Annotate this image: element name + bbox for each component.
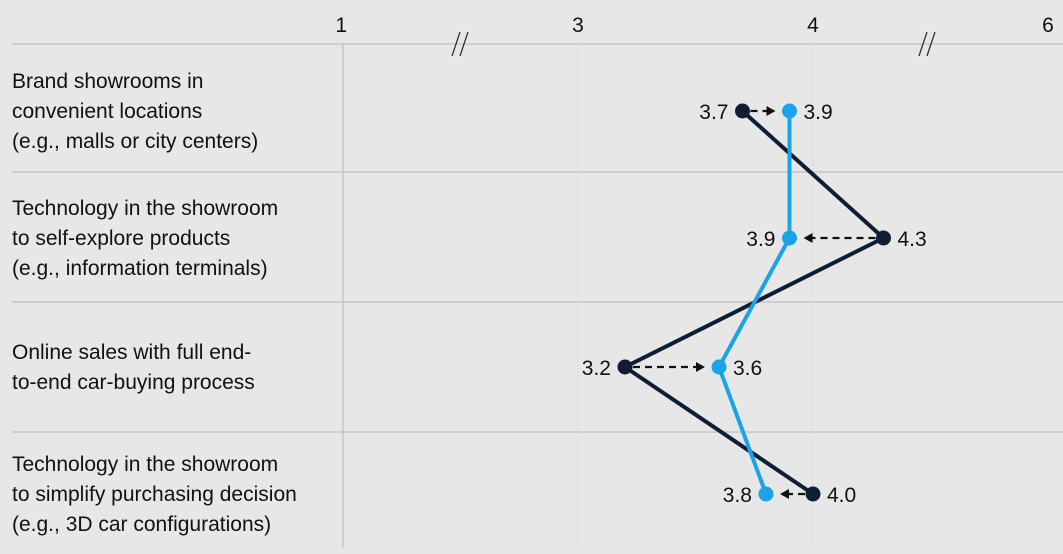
- axis-break-0-a: [451, 31, 461, 57]
- category-label-line: Brand showrooms in: [12, 70, 203, 93]
- category-label-line: (e.g., information terminals): [12, 257, 268, 280]
- category-labels: Brand showrooms in convenient locations (e…: [12, 70, 297, 536]
- data-label: 4.3: [898, 228, 927, 251]
- axis-break-1-a: [918, 31, 928, 57]
- category-label-line: (e.g., 3D car configurations): [12, 513, 271, 536]
- axis-break-1-b: [926, 31, 936, 57]
- data-point: [805, 486, 821, 502]
- category-label-line: Technology in the showroom: [12, 197, 278, 220]
- data-label: 3.8: [723, 484, 752, 507]
- category-label-line: to self-explore products: [12, 227, 230, 250]
- data-point: [617, 359, 633, 375]
- data-point: [782, 103, 797, 119]
- change-arrow-head: [803, 233, 813, 243]
- data-label: 3.9: [746, 228, 775, 251]
- x-tick-labels: 1 3 4 6: [335, 14, 1054, 37]
- category-label-line: Online sales with full end-: [12, 341, 251, 364]
- x-tick-label: 3: [572, 14, 584, 37]
- data-point: [758, 486, 774, 502]
- change-arrows: [633, 106, 876, 499]
- data-label: 3.7: [699, 101, 728, 124]
- category-label-line: convenient locations: [12, 100, 202, 123]
- x-tick-label: 6: [1042, 14, 1054, 37]
- data-label: 3.9: [804, 101, 833, 124]
- category-label-line: Technology in the showroom: [12, 453, 278, 476]
- data-point: [876, 230, 891, 246]
- data-label: 4.0: [827, 484, 856, 507]
- series-line-1: [717, 111, 792, 495]
- data-label: 3.6: [733, 357, 762, 380]
- category-label-line: to-end car-buying process: [12, 371, 255, 394]
- change-arrow-head: [696, 362, 705, 372]
- data-labels: 3.7 3.9 4.3 3.9 3.2 3.6 4.0 3.8: [582, 101, 927, 507]
- data-points: [617, 103, 891, 502]
- series-lines: [623, 109, 886, 496]
- x-tick-label: 4: [807, 14, 819, 37]
- axis-break-0-b: [459, 31, 469, 57]
- data-point: [711, 359, 727, 375]
- data-point: [782, 230, 797, 246]
- data-label: 3.2: [582, 357, 611, 380]
- change-arrow-head: [766, 106, 776, 116]
- grid-layer: [12, 43, 1063, 548]
- data-point: [735, 103, 750, 119]
- x-tick-label: 1: [335, 14, 347, 37]
- axis-break-layer: [451, 31, 936, 57]
- category-label-line: to simplify purchasing decision: [12, 483, 297, 506]
- change-arrow-head: [780, 489, 789, 499]
- category-label-line: (e.g., malls or city centers): [12, 130, 258, 153]
